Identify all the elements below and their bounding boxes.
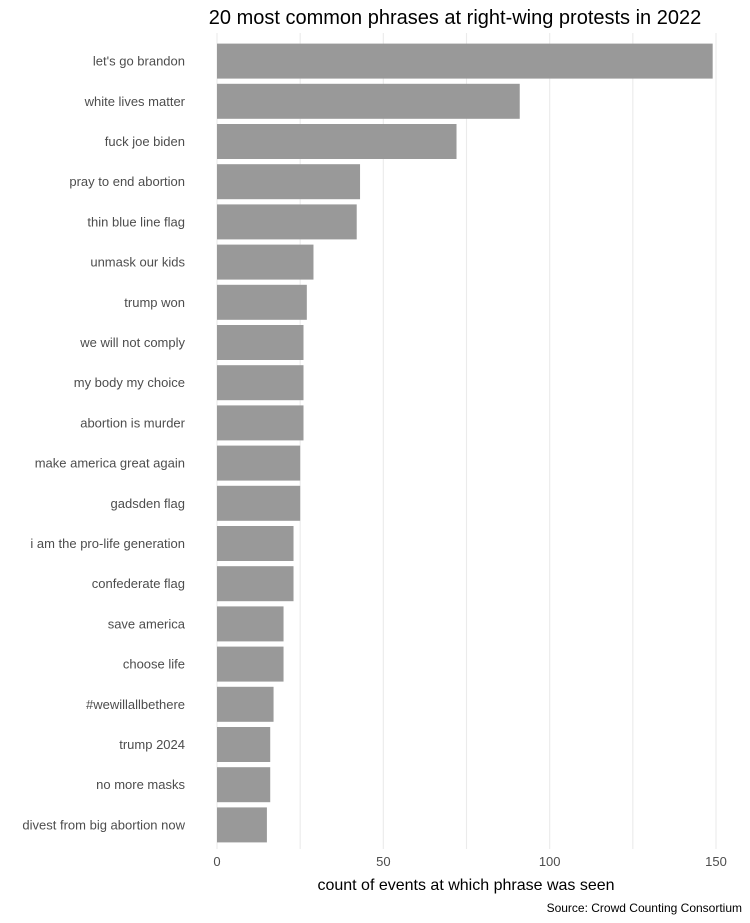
bar (217, 767, 271, 803)
chart-title: 20 most common phrases at right-wing pro… (209, 7, 701, 29)
category-label: abortion is murder (80, 415, 185, 430)
bar (217, 325, 304, 360)
bar (217, 124, 457, 159)
category-label: pray to end abortion (69, 174, 185, 189)
bar (217, 686, 274, 722)
category-label: unmask our kids (90, 255, 185, 270)
bar (217, 405, 304, 441)
bar (217, 606, 284, 642)
x-tick-label: 50 (376, 854, 390, 869)
bar (217, 204, 357, 240)
bar (217, 445, 301, 481)
category-label: confederate flag (92, 576, 185, 591)
category-label: divest from big abortion now (22, 817, 185, 832)
category-label: we will not comply (79, 335, 185, 350)
bar (217, 566, 294, 602)
category-label: i am the pro-life generation (30, 536, 185, 551)
bar (217, 43, 713, 79)
x-tick-labels: 0 50 100 150 (213, 854, 726, 869)
bar (217, 807, 267, 843)
bar (217, 164, 361, 200)
category-label: white lives matter (84, 94, 186, 109)
x-axis-title: count of events at which phrase was seen (317, 877, 614, 894)
category-label: make america great again (35, 456, 185, 471)
category-label: #wewillallbethere (86, 697, 185, 712)
category-label: my body my choice (74, 375, 185, 390)
bars (217, 43, 713, 843)
bar (217, 83, 520, 119)
bar (217, 365, 304, 401)
category-label: fuck joe biden (105, 134, 185, 149)
category-label: thin blue line flag (87, 214, 185, 229)
category-label: trump won (124, 295, 185, 310)
category-label: gadsden flag (111, 496, 185, 511)
x-tick-label: 0 (213, 854, 220, 869)
category-label: trump 2024 (119, 737, 185, 752)
x-tick-label: 150 (705, 854, 727, 869)
x-tick-label: 100 (539, 854, 561, 869)
bar (217, 244, 314, 280)
bar (217, 284, 307, 320)
bar (217, 646, 284, 682)
bar (217, 526, 294, 561)
category-label: choose life (123, 657, 185, 672)
source-caption: Source: Crowd Counting Consortium (547, 901, 742, 915)
category-label: no more masks (96, 777, 185, 792)
bar (217, 485, 301, 521)
category-label: let's go brandon (93, 54, 185, 69)
category-labels: let's go brandon white lives matter fuck j… (22, 54, 185, 833)
category-label: save america (108, 616, 186, 631)
bar (217, 727, 271, 762)
